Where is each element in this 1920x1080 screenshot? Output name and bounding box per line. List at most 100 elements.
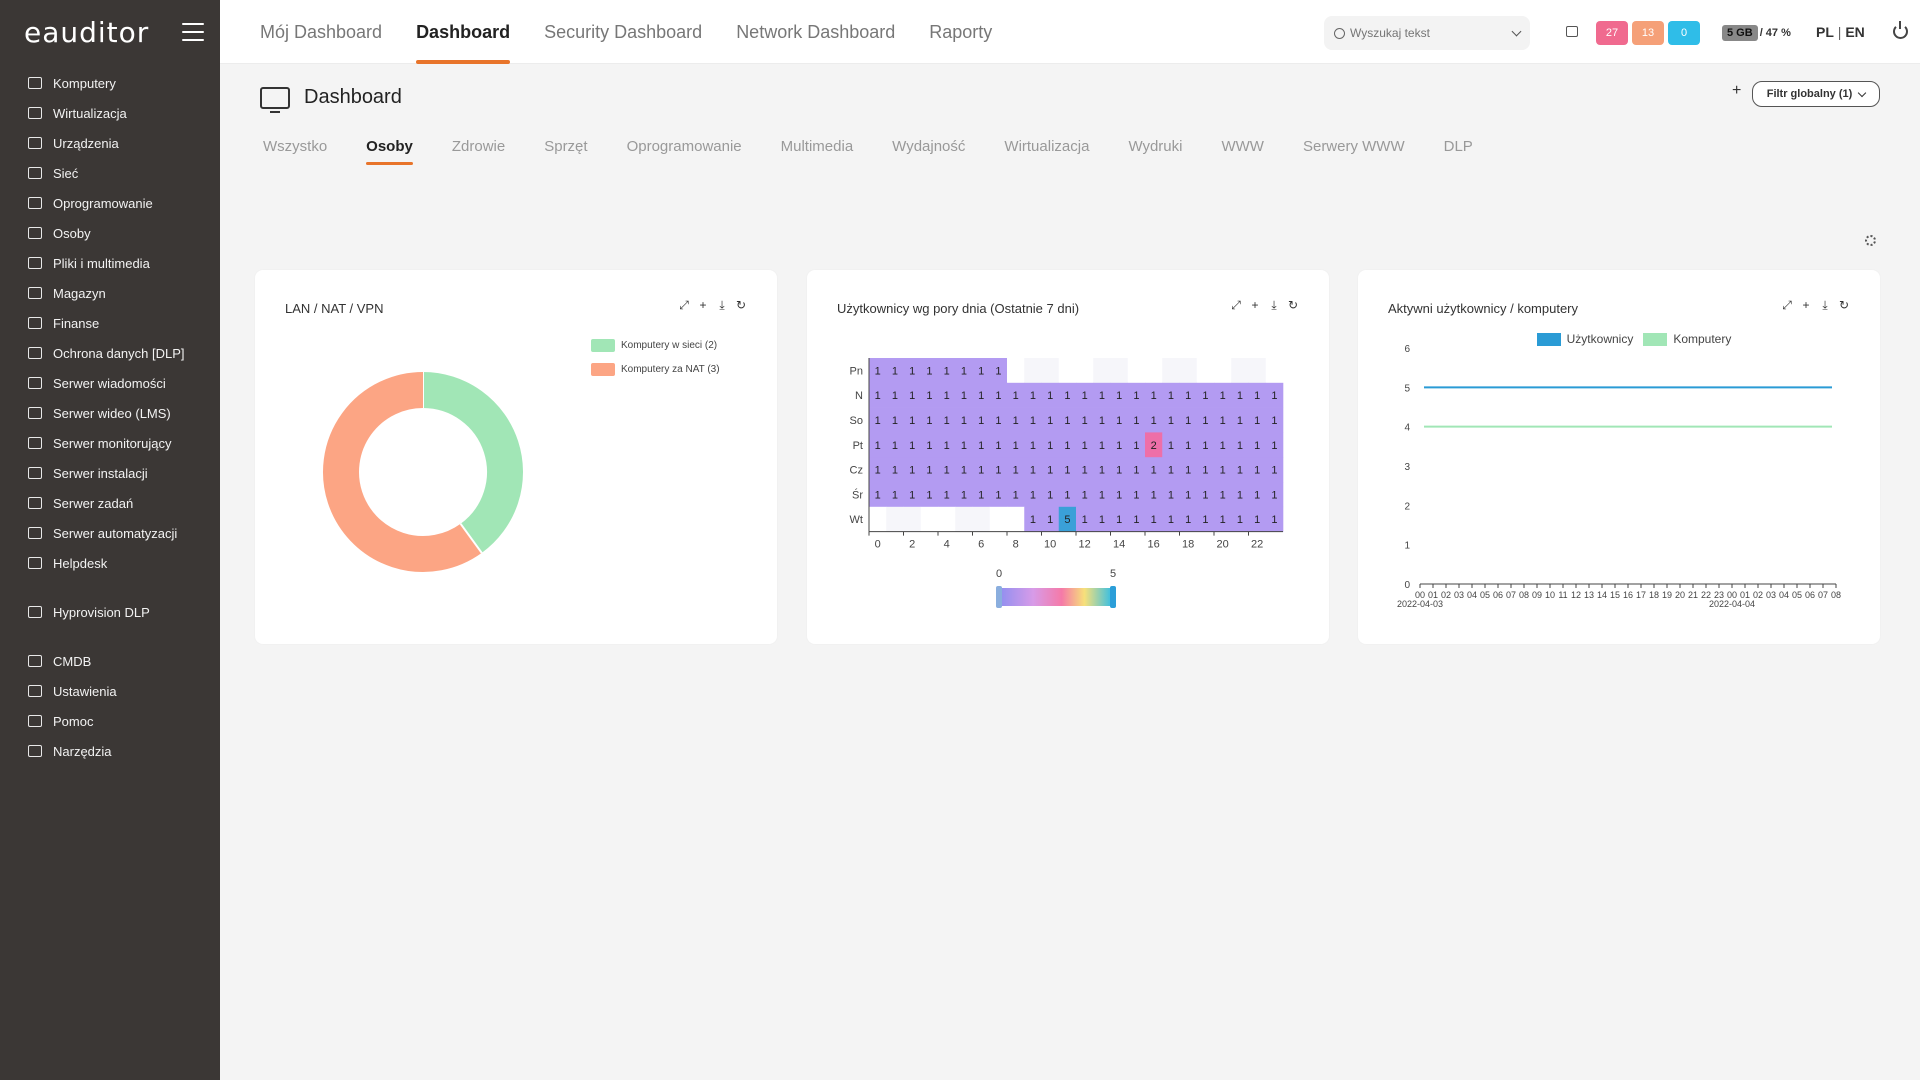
heatmap-cell[interactable] xyxy=(1145,482,1163,508)
heatmap-cell[interactable] xyxy=(1110,382,1129,408)
add-widget-button[interactable]: + xyxy=(1732,82,1742,99)
heatmap-cell[interactable] xyxy=(1076,432,1094,458)
heatmap-cell[interactable] xyxy=(972,407,991,433)
heatmap-cell[interactable] xyxy=(920,506,939,532)
heatmap-cell[interactable] xyxy=(903,482,922,508)
add-icon[interactable]: + xyxy=(699,298,707,312)
heatmap-cell[interactable] xyxy=(1145,457,1163,483)
heatmap-cell[interactable] xyxy=(1265,358,1284,384)
heatmap-cell[interactable] xyxy=(1110,482,1129,508)
lang-pl[interactable]: PL xyxy=(1816,24,1834,40)
heatmap-cell[interactable] xyxy=(1093,506,1111,532)
chat-icon[interactable] xyxy=(1566,26,1578,37)
sidebar-item[interactable]: Osoby xyxy=(0,218,220,248)
sidebar-item[interactable]: Serwer instalacji xyxy=(0,458,220,488)
heatmap-cell[interactable] xyxy=(989,506,1008,532)
heatmap-cell[interactable] xyxy=(972,358,991,384)
heatmap-cell[interactable] xyxy=(869,382,887,408)
heatmap-cell[interactable] xyxy=(1179,482,1198,508)
donut-slice[interactable] xyxy=(323,372,482,572)
heatmap-cell[interactable] xyxy=(920,457,939,483)
sidebar-item[interactable]: Narzędzia xyxy=(0,736,220,766)
heatmap-cell[interactable] xyxy=(1127,382,1146,408)
heatmap-cell[interactable] xyxy=(903,358,922,384)
heatmap-cell[interactable] xyxy=(989,382,1008,408)
heatmap-cell[interactable] xyxy=(1058,432,1077,458)
sidebar-item[interactable]: Komputery xyxy=(0,68,220,98)
heatmap-cell[interactable] xyxy=(1041,382,1060,408)
chevron-down-icon[interactable] xyxy=(1511,26,1522,36)
legend-item[interactable]: Komputery xyxy=(1643,332,1731,346)
alert-badge-orange[interactable]: 13 xyxy=(1632,21,1664,45)
heatmap-cell[interactable] xyxy=(955,482,973,508)
heatmap-cell[interactable] xyxy=(1007,407,1025,433)
heatmap-cell[interactable] xyxy=(989,407,1008,433)
heatmap-cell[interactable] xyxy=(972,457,991,483)
heatmap-cell[interactable] xyxy=(1196,457,1215,483)
heatmap-cell[interactable] xyxy=(1007,358,1025,384)
heatmap-cell[interactable] xyxy=(1196,506,1215,532)
refresh-icon[interactable]: ↻ xyxy=(1287,298,1299,312)
heatmap-cell[interactable] xyxy=(1265,457,1284,483)
heatmap-cell[interactable] xyxy=(1265,432,1284,458)
heatmap-cell[interactable] xyxy=(1127,358,1146,384)
heatmap-cell[interactable] xyxy=(1093,382,1111,408)
expand-icon[interactable]: ⤢ xyxy=(679,298,689,312)
sidebar-item[interactable]: Serwer zadań xyxy=(0,488,220,518)
heatmap-cell[interactable] xyxy=(1127,482,1146,508)
legend-item[interactable]: Komputery za NAT (3) xyxy=(591,357,720,381)
sub-tab[interactable]: Wirtualizacja xyxy=(1004,138,1090,155)
heatmap-cell[interactable] xyxy=(1058,506,1077,532)
heatmap-cell[interactable] xyxy=(869,506,887,532)
heatmap-cell[interactable] xyxy=(989,432,1008,458)
heatmap-cell[interactable] xyxy=(1179,407,1198,433)
heatmap-cell[interactable] xyxy=(972,432,991,458)
heatmap-cell[interactable] xyxy=(886,407,904,433)
heatmap-cell[interactable] xyxy=(1265,407,1284,433)
heatmap-cell[interactable] xyxy=(1093,432,1111,458)
sub-tab[interactable]: Osoby xyxy=(366,138,413,165)
heatmap-cell[interactable] xyxy=(938,482,956,508)
heatmap-cell[interactable] xyxy=(1145,506,1163,532)
heatmap-cell[interactable] xyxy=(1214,432,1232,458)
heatmap-cell[interactable] xyxy=(1248,457,1267,483)
heatmap-cell[interactable] xyxy=(869,358,887,384)
refresh-icon[interactable]: ↻ xyxy=(1838,298,1850,312)
heatmap-cell[interactable] xyxy=(1214,407,1232,433)
heatmap-cell[interactable] xyxy=(903,457,922,483)
heatmap-cell[interactable] xyxy=(1231,482,1249,508)
heatmap-cell[interactable] xyxy=(1145,407,1163,433)
heatmap-cell[interactable] xyxy=(920,382,939,408)
global-filter-button[interactable]: Filtr globalny (1) xyxy=(1752,81,1880,107)
heatmap-cell[interactable] xyxy=(1179,506,1198,532)
sidebar-item[interactable]: Ochrona danych [DLP] xyxy=(0,338,220,368)
heatmap-cell[interactable] xyxy=(1196,432,1215,458)
heatmap-cell[interactable] xyxy=(1041,482,1060,508)
legend-item[interactable]: Komputery w sieci (2) xyxy=(591,333,720,357)
heatmap-cell[interactable] xyxy=(1093,457,1111,483)
heatmap-cell[interactable] xyxy=(1041,506,1060,532)
heatmap-cell[interactable] xyxy=(1058,358,1077,384)
sub-tab[interactable]: Multimedia xyxy=(780,138,854,155)
heatmap-cell[interactable] xyxy=(1093,482,1111,508)
heatmap-cell[interactable] xyxy=(1248,358,1267,384)
sub-tab[interactable]: WWW xyxy=(1221,138,1264,155)
heatmap-cell[interactable] xyxy=(1024,382,1042,408)
heatmap-cell[interactable] xyxy=(1231,407,1249,433)
sidebar-item[interactable]: Sieć xyxy=(0,158,220,188)
heatmap-cell[interactable] xyxy=(1196,358,1215,384)
sidebar-item[interactable]: Serwer monitorujący xyxy=(0,428,220,458)
heatmap-cell[interactable] xyxy=(886,482,904,508)
heatmap-cell[interactable] xyxy=(1024,482,1042,508)
alert-badge-red[interactable]: 27 xyxy=(1596,21,1628,45)
top-tab[interactable]: Raporty xyxy=(929,22,993,42)
heatmap-cell[interactable] xyxy=(1024,407,1042,433)
heatmap-cell[interactable] xyxy=(903,506,922,532)
heatmap-cell[interactable] xyxy=(1248,407,1267,433)
heatmap-cell[interactable] xyxy=(1007,432,1025,458)
alert-badge-blue[interactable]: 0 xyxy=(1668,21,1700,45)
heatmap-cell[interactable] xyxy=(938,457,956,483)
heatmap-cell[interactable] xyxy=(1127,506,1146,532)
heatmap-cell[interactable] xyxy=(955,382,973,408)
heatmap-cell[interactable] xyxy=(1076,482,1094,508)
